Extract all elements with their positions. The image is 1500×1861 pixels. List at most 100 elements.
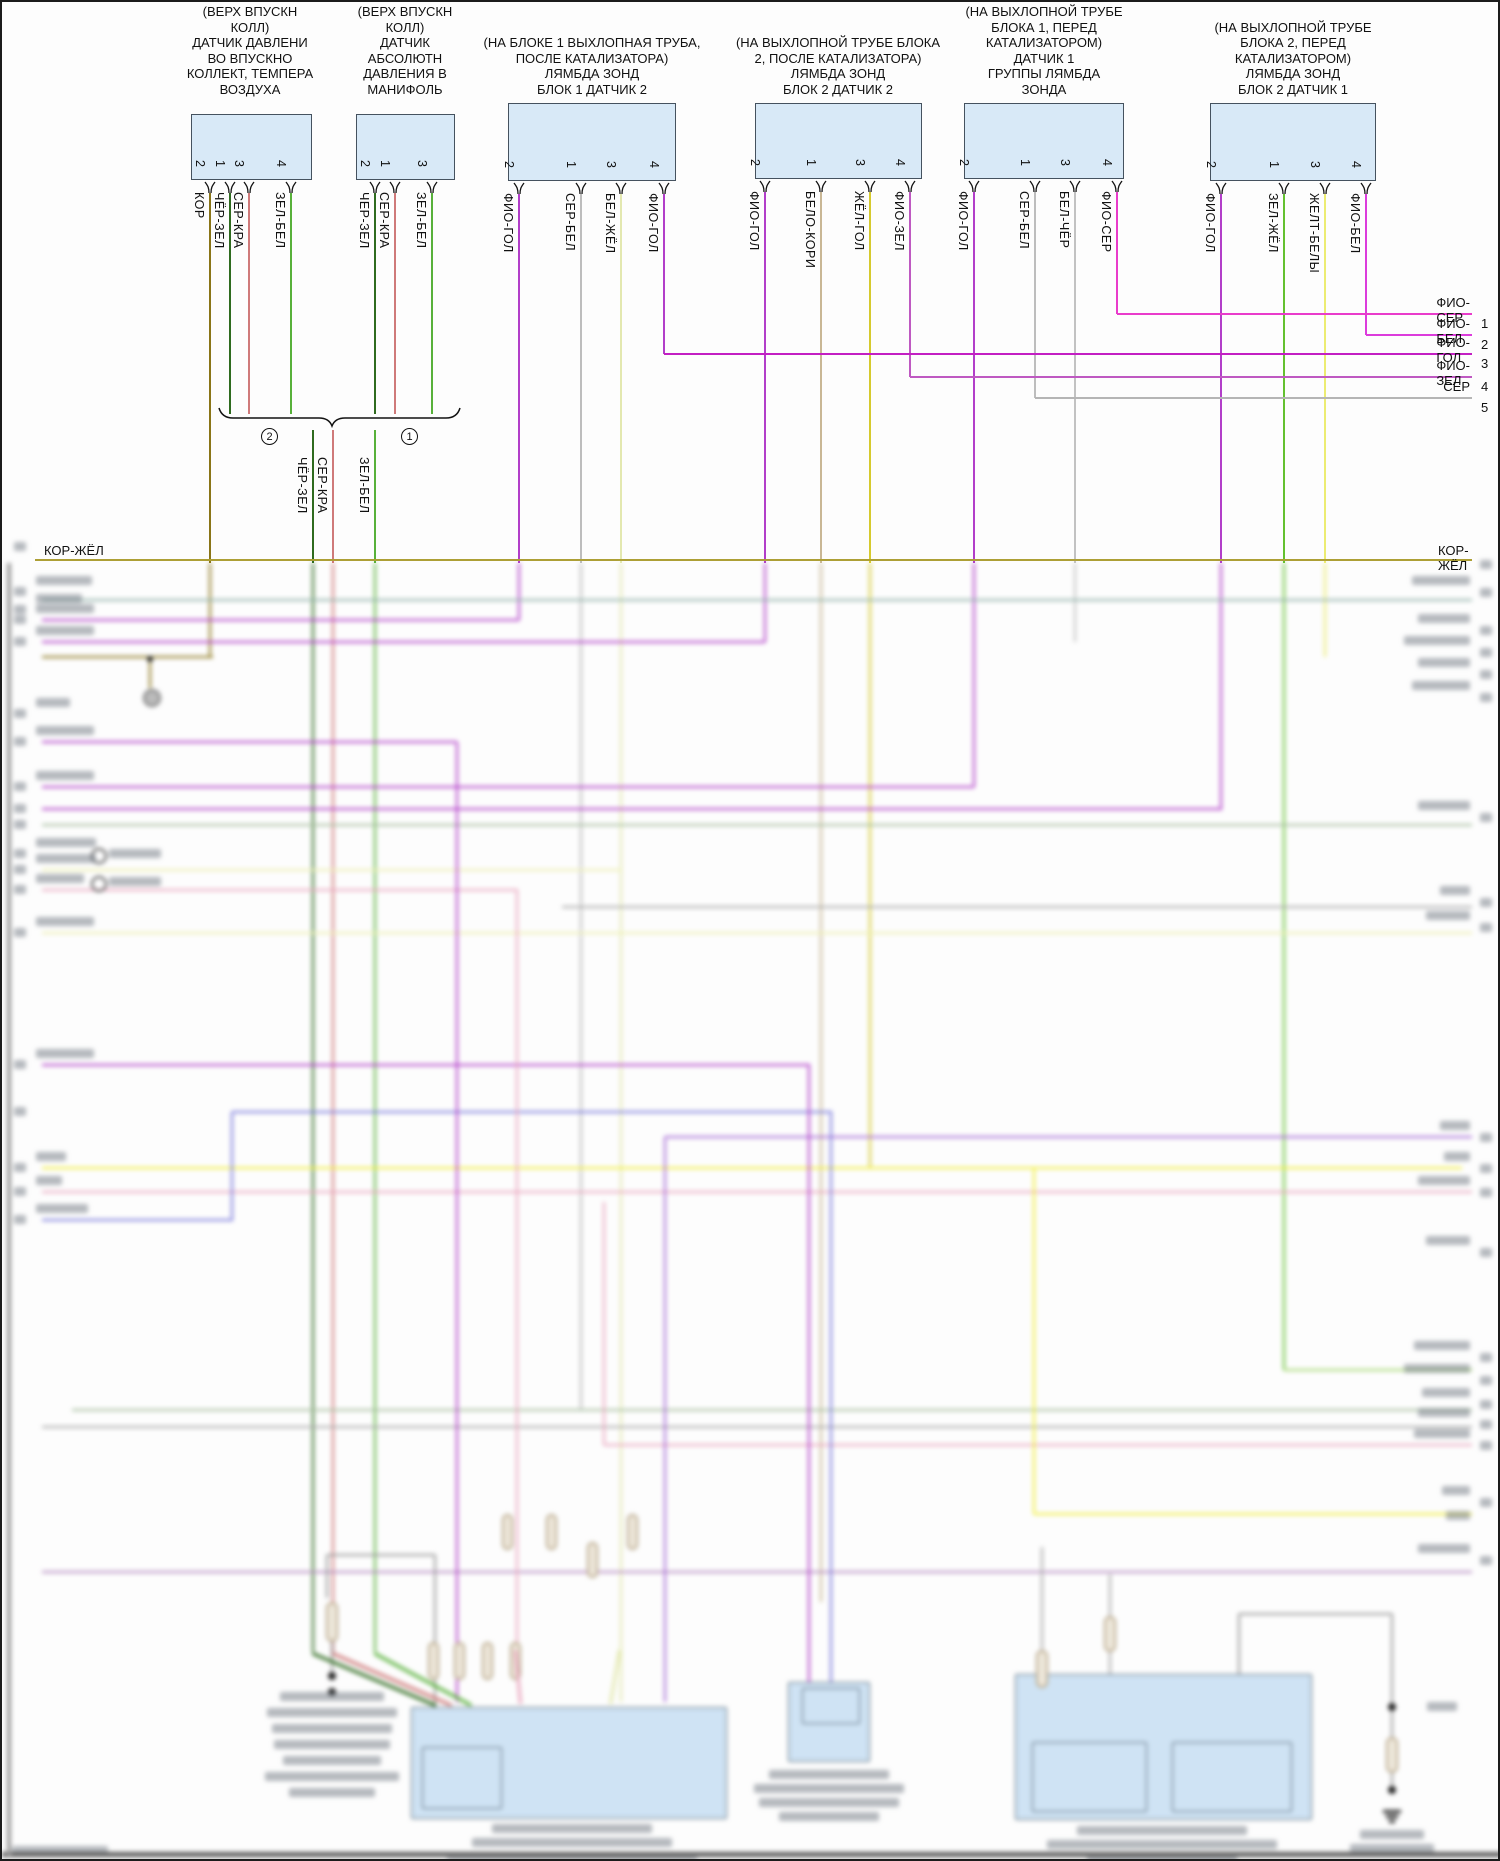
blur-wire-h: [42, 1218, 233, 1222]
bus-label: ФИО-ГОЛ: [1436, 335, 1470, 365]
caption-line: [1047, 1840, 1277, 1849]
blur-wire-h: [42, 1166, 1462, 1170]
connector-funnel-icon: [1069, 180, 1075, 193]
ground-icon: [1389, 1820, 1395, 1823]
wire-color-label-left: [36, 874, 84, 883]
blur-wire-h: [42, 868, 621, 872]
wire-color-label-right: [1412, 681, 1470, 690]
wire-label: СЕР-КРА: [231, 192, 245, 249]
wire-сер-кра: [331, 430, 335, 563]
wire-сер-бел: [579, 194, 583, 563]
component-box: [422, 1747, 502, 1809]
pin-number: 3: [1058, 159, 1072, 166]
connector-funnel-icon: [765, 180, 771, 193]
wire-label: ЖЁЛ-ГОЛ: [852, 191, 866, 251]
pin-number-left: [14, 709, 26, 718]
wire-label: СЕР-КРА: [377, 192, 391, 249]
connector-funnel-icon: [974, 180, 980, 193]
pin-number-right: [1480, 1248, 1492, 1257]
pin-number: 1: [804, 159, 818, 166]
pin-number: 4: [893, 159, 907, 166]
wire-label: ФИО-ГОЛ: [501, 193, 515, 253]
wire-color-label-right: [1418, 1408, 1470, 1417]
pin-number: 3: [232, 160, 246, 167]
caption-line: [272, 1724, 392, 1733]
wire-зел-жёл: [1282, 563, 1286, 1370]
wire-color-label-right: [1426, 1236, 1470, 1245]
wire-color-label-left: [36, 838, 96, 847]
wire-кор: [208, 193, 212, 563]
wire-зел-бел: [373, 430, 377, 563]
bus-number: 3: [1481, 356, 1489, 371]
connector-funnel-icon: [1029, 180, 1035, 193]
wire-зел-бел: [373, 563, 377, 1652]
connector-funnel-icon: [224, 181, 230, 194]
connector-funnel-icon: [575, 182, 581, 195]
pin-number-left: [14, 782, 26, 791]
wire-label: ЗЕЛ-ЖЁЛ: [1266, 193, 1280, 253]
pin-number-right: [1480, 1441, 1492, 1450]
pin-number-left: [14, 605, 26, 614]
wire-color-label-left: [36, 604, 94, 613]
pin-number-right: [1480, 1420, 1492, 1429]
inline-connector: [1386, 1737, 1398, 1773]
pin-number: 2: [358, 160, 372, 167]
wire-color-label-right: [1412, 576, 1470, 585]
connector-funnel-icon: [395, 181, 401, 194]
connector-funnel-icon: [210, 181, 216, 194]
wire-color-label-left: [36, 594, 82, 603]
connector-funnel-icon: [968, 180, 974, 193]
pin-number: 2: [748, 159, 762, 166]
caption-line: [283, 1756, 381, 1765]
wire-kor-zhel: [35, 558, 1472, 562]
wire-color-label-left: [36, 576, 92, 585]
inline-connector: [587, 1542, 598, 1578]
pin-number-right: [1480, 670, 1492, 679]
pin-number: 4: [1349, 161, 1363, 168]
pin-number-left: [14, 737, 26, 746]
pin-number-right: [1480, 588, 1492, 597]
caption-line: [1077, 1826, 1247, 1835]
connector-funnel-icon: [904, 180, 910, 193]
connector-funnel-icon: [1360, 182, 1366, 195]
connector-funnel-icon: [230, 181, 236, 194]
wire-бело-кори: [819, 192, 823, 563]
pin-number: 4: [274, 160, 288, 167]
pin-number: 3: [1308, 161, 1322, 168]
wire-фио-гол: [517, 563, 521, 620]
connector-funnel-icon: [1366, 182, 1372, 195]
kor-zhel-label-left: КОР-ЖЁЛ: [44, 543, 104, 558]
splice-ring: [143, 689, 161, 707]
caption-line: [274, 1740, 390, 1749]
bus-number: 2: [1481, 337, 1489, 352]
connector-funnel-icon: [243, 181, 249, 194]
pin-number-left: [14, 637, 26, 646]
wire-color-label-right: [1446, 1511, 1470, 1520]
connector-funnel-icon: [864, 180, 870, 193]
pin-number: 1: [378, 160, 392, 167]
wire-color-label-right: [1442, 1486, 1470, 1495]
wire-фио-гол: [1219, 194, 1223, 563]
pin-number-right: [1480, 813, 1492, 822]
ground-icon: [1383, 1810, 1401, 1813]
pin-number-right: [1480, 626, 1492, 635]
wire-фио-гол: [763, 192, 767, 563]
connector-funnel-icon: [1221, 182, 1227, 195]
pin-number-right: [1480, 1353, 1492, 1362]
sensor-box-lambda-b1s2: [508, 103, 676, 181]
inline-connector: [1036, 1650, 1048, 1688]
pin-number-right: [1480, 1164, 1492, 1173]
blur-wire-h: [1034, 1512, 1472, 1516]
blur-wire-v: [829, 1112, 833, 1684]
wire-label: ЗЕЛ-БЕЛ: [357, 457, 371, 514]
splice-dot: [1388, 1703, 1396, 1711]
gray-frame-leg: [433, 1555, 437, 1709]
pin-number-left: [14, 820, 26, 829]
blur-wire-h: [1284, 1368, 1472, 1372]
kor-zhel-label-right: КОР-ЖЁЛ: [1438, 543, 1469, 573]
connector-funnel-icon: [519, 182, 525, 195]
wire-color-label-right: [1404, 1364, 1470, 1373]
wire-color-label-right: [1418, 801, 1470, 810]
pin-number: 2: [957, 159, 971, 166]
connector-funnel-icon: [1111, 180, 1117, 193]
